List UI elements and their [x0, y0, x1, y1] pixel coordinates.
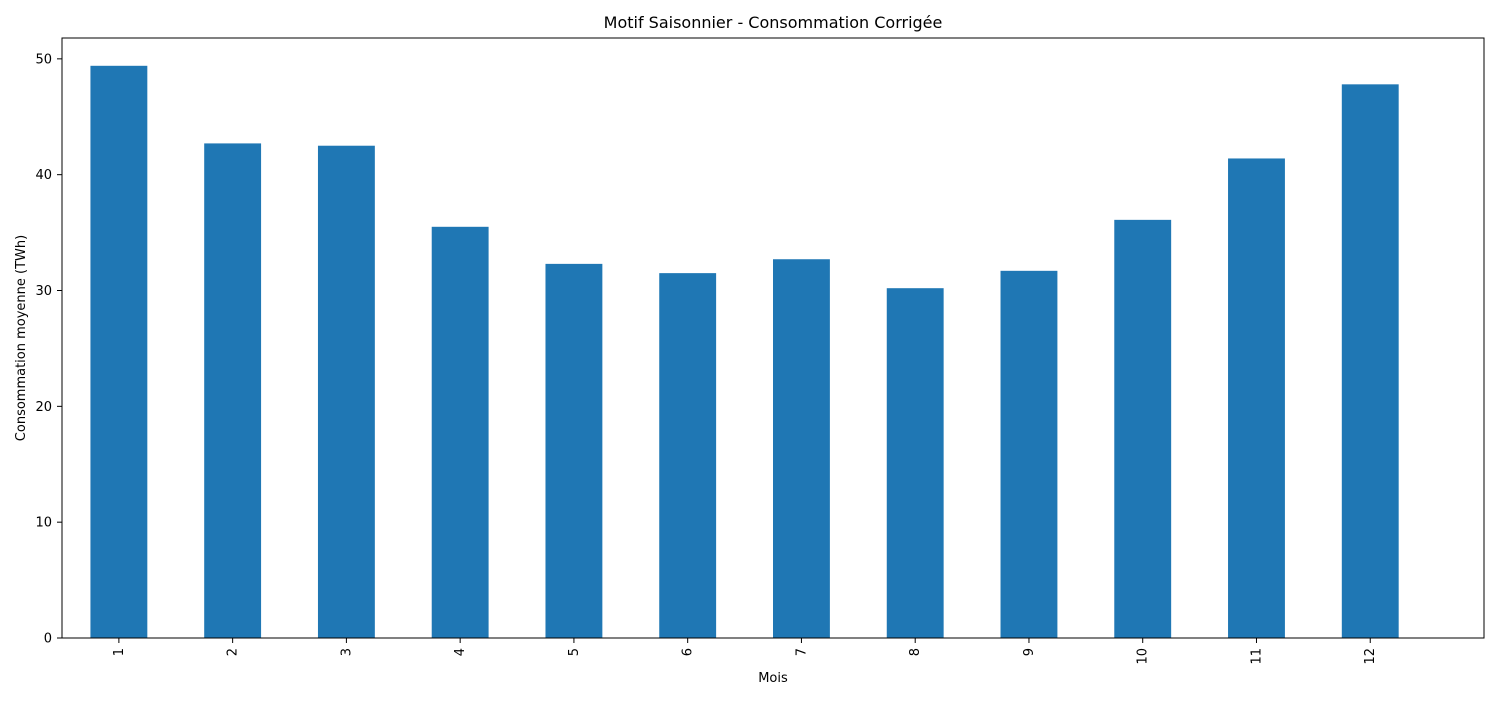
bar-month-10: [1114, 219, 1172, 639]
bar-month-5: [545, 263, 603, 638]
x-tick-label: 8: [908, 648, 923, 656]
bar-month-3: [317, 145, 375, 639]
x-tick-label: 11: [1249, 648, 1264, 665]
y-tick-label: 40: [35, 168, 52, 183]
bar-month-9: [1000, 270, 1058, 638]
x-tick-label: 7: [794, 648, 809, 656]
x-axis-label: Mois: [758, 671, 788, 686]
bars-layer: [90, 65, 1399, 639]
x-tick-label: 9: [1022, 648, 1037, 656]
y-axis-label: Consommation moyenne (TWh): [14, 235, 29, 441]
y-tick-label: 50: [35, 52, 52, 67]
y-axis-ticks: 0 10 20 30 40 50: [35, 52, 62, 647]
bar-month-4: [431, 226, 489, 638]
bar-month-12: [1341, 84, 1399, 639]
bar-month-8: [886, 288, 944, 638]
plot-frame: [61, 37, 1485, 639]
bar-month-7: [773, 259, 830, 638]
x-tick-label: 3: [339, 648, 354, 656]
x-tick-label: 12: [1363, 648, 1378, 665]
x-tick-label: 6: [681, 648, 696, 656]
x-tick-label: 2: [226, 648, 241, 656]
x-axis-ticks: 1 2 3 4 5 6 7 8 9 10 11 12: [112, 638, 1378, 665]
y-tick-label: 0: [44, 632, 52, 647]
bar-month-6: [659, 273, 717, 638]
bar-month-11: [1228, 158, 1285, 638]
x-tick-label: 10: [1136, 648, 1151, 665]
x-tick-label: 1: [112, 648, 127, 656]
y-tick-label: 30: [35, 284, 52, 299]
x-tick-label: 4: [453, 648, 468, 656]
x-tick-label: 5: [567, 648, 582, 656]
y-tick-label: 20: [35, 400, 52, 415]
bar-month-2: [204, 143, 262, 639]
y-tick-label: 10: [35, 516, 52, 531]
bar-month-1: [90, 65, 148, 639]
chart-title: Motif Saisonnier - Consommation Corrigée: [604, 13, 943, 32]
